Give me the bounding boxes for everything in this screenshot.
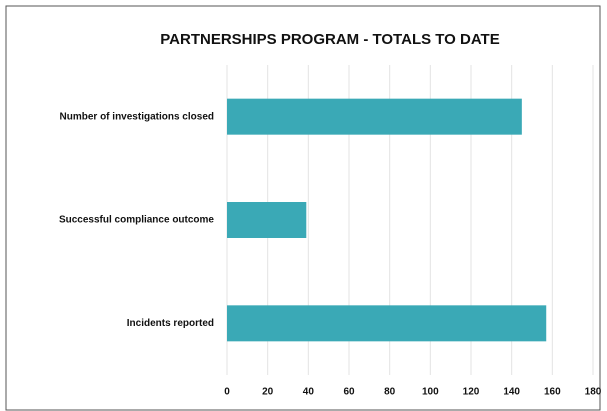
x-tick-label: 20 — [262, 387, 274, 398]
x-tick-label: 160 — [544, 387, 561, 398]
x-tick-label: 100 — [422, 387, 439, 398]
x-tick-label: 0 — [224, 387, 230, 398]
x-tick-label: 40 — [303, 387, 315, 398]
chart-title: PARTNERSHIPS PROGRAM - TOTALS TO DATE — [160, 31, 499, 48]
y-tick-label: Number of investigations closed — [60, 111, 214, 122]
x-tick-label: 80 — [384, 387, 396, 398]
y-tick-label: Successful compliance outcome — [59, 215, 214, 226]
x-tick-label: 60 — [343, 387, 355, 398]
y-tick-label: Incidents reported — [127, 318, 214, 329]
x-tick-label: 140 — [503, 387, 520, 398]
x-tick-label: 120 — [463, 387, 480, 398]
bar — [227, 202, 307, 238]
bar — [227, 305, 547, 342]
x-tick-label: 180 — [585, 387, 602, 398]
bar — [227, 98, 522, 135]
